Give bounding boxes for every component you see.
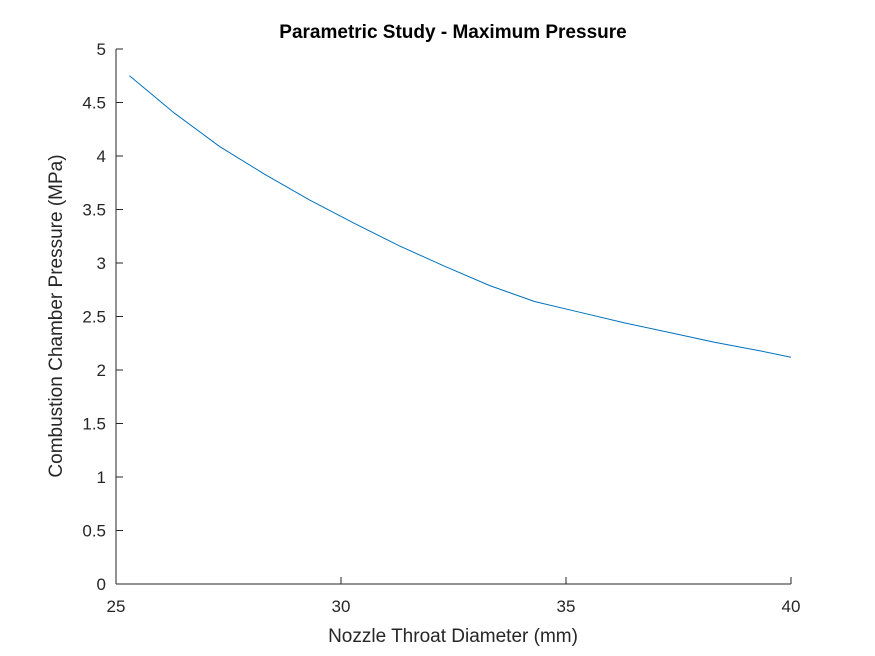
x-axis-label: Nozzle Throat Diameter (mm)	[328, 626, 578, 647]
y-tick-label: 2.5	[82, 308, 106, 327]
y-tick-label: 2	[97, 361, 106, 380]
chart-title: Parametric Study - Maximum Pressure	[279, 22, 626, 43]
x-tick-label: 25	[107, 597, 126, 616]
y-tick-label: 3.5	[82, 201, 106, 220]
y-tick-label: 0.5	[82, 522, 106, 541]
x-tick-label: 40	[782, 597, 801, 616]
y-tick-label: 5	[97, 40, 106, 59]
y-axis-ticks: 0 0.5 1 1.5 2 2.5 3 3.5 4 4.5 5	[82, 40, 123, 594]
y-tick-label: 1.5	[82, 415, 106, 434]
y-axis-label: Combustion Chamber Pressure (MPa)	[46, 154, 67, 477]
y-tick-label: 4.5	[82, 94, 106, 113]
y-tick-label: 0	[97, 575, 106, 594]
y-tick-label: 1	[97, 468, 106, 487]
x-axis-ticks: 25 30 35 40	[107, 577, 801, 616]
x-tick-label: 30	[332, 597, 351, 616]
x-tick-label: 35	[557, 597, 576, 616]
y-tick-label: 4	[97, 147, 106, 166]
series-layer	[129, 75, 792, 358]
series-line-0	[129, 75, 792, 358]
y-tick-label: 3	[97, 254, 106, 273]
